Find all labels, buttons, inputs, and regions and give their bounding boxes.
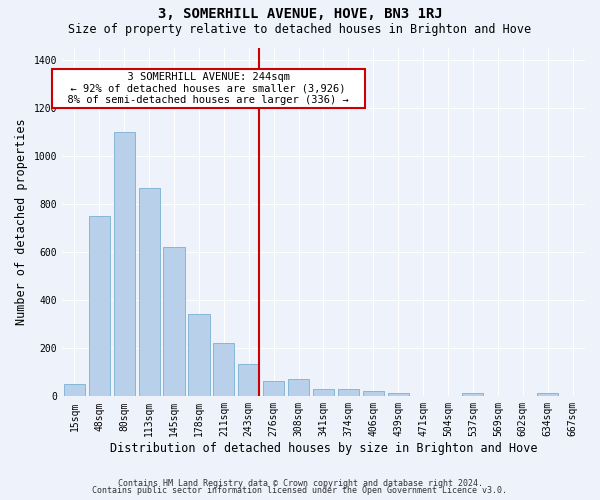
Text: Contains public sector information licensed under the Open Government Licence v3: Contains public sector information licen…	[92, 486, 508, 495]
Bar	[338, 389, 359, 396]
Bar	[313, 388, 334, 396]
Bar	[238, 364, 259, 396]
Text: Size of property relative to detached houses in Brighton and Hove: Size of property relative to detached ho…	[68, 22, 532, 36]
Bar	[263, 381, 284, 396]
Y-axis label: Number of detached properties: Number of detached properties	[15, 118, 28, 325]
Bar	[537, 394, 558, 396]
Text: 3, SOMERHILL AVENUE, HOVE, BN3 1RJ: 3, SOMERHILL AVENUE, HOVE, BN3 1RJ	[158, 8, 442, 22]
Bar	[64, 384, 85, 396]
Bar	[388, 393, 409, 396]
X-axis label: Distribution of detached houses by size in Brighton and Hove: Distribution of detached houses by size …	[110, 442, 537, 455]
Bar	[288, 380, 309, 396]
Text: Contains HM Land Registry data © Crown copyright and database right 2024.: Contains HM Land Registry data © Crown c…	[118, 478, 482, 488]
Bar	[89, 216, 110, 396]
Bar	[213, 343, 235, 396]
Bar	[113, 132, 135, 396]
Bar	[139, 188, 160, 396]
Text: 3 SOMERHILL AVENUE: 244sqm  
  ← 92% of detached houses are smaller (3,926)  
  : 3 SOMERHILL AVENUE: 244sqm ← 92% of deta…	[55, 72, 362, 105]
Bar	[188, 314, 209, 396]
Bar	[163, 247, 185, 396]
Bar	[463, 394, 484, 396]
Bar	[362, 391, 384, 396]
